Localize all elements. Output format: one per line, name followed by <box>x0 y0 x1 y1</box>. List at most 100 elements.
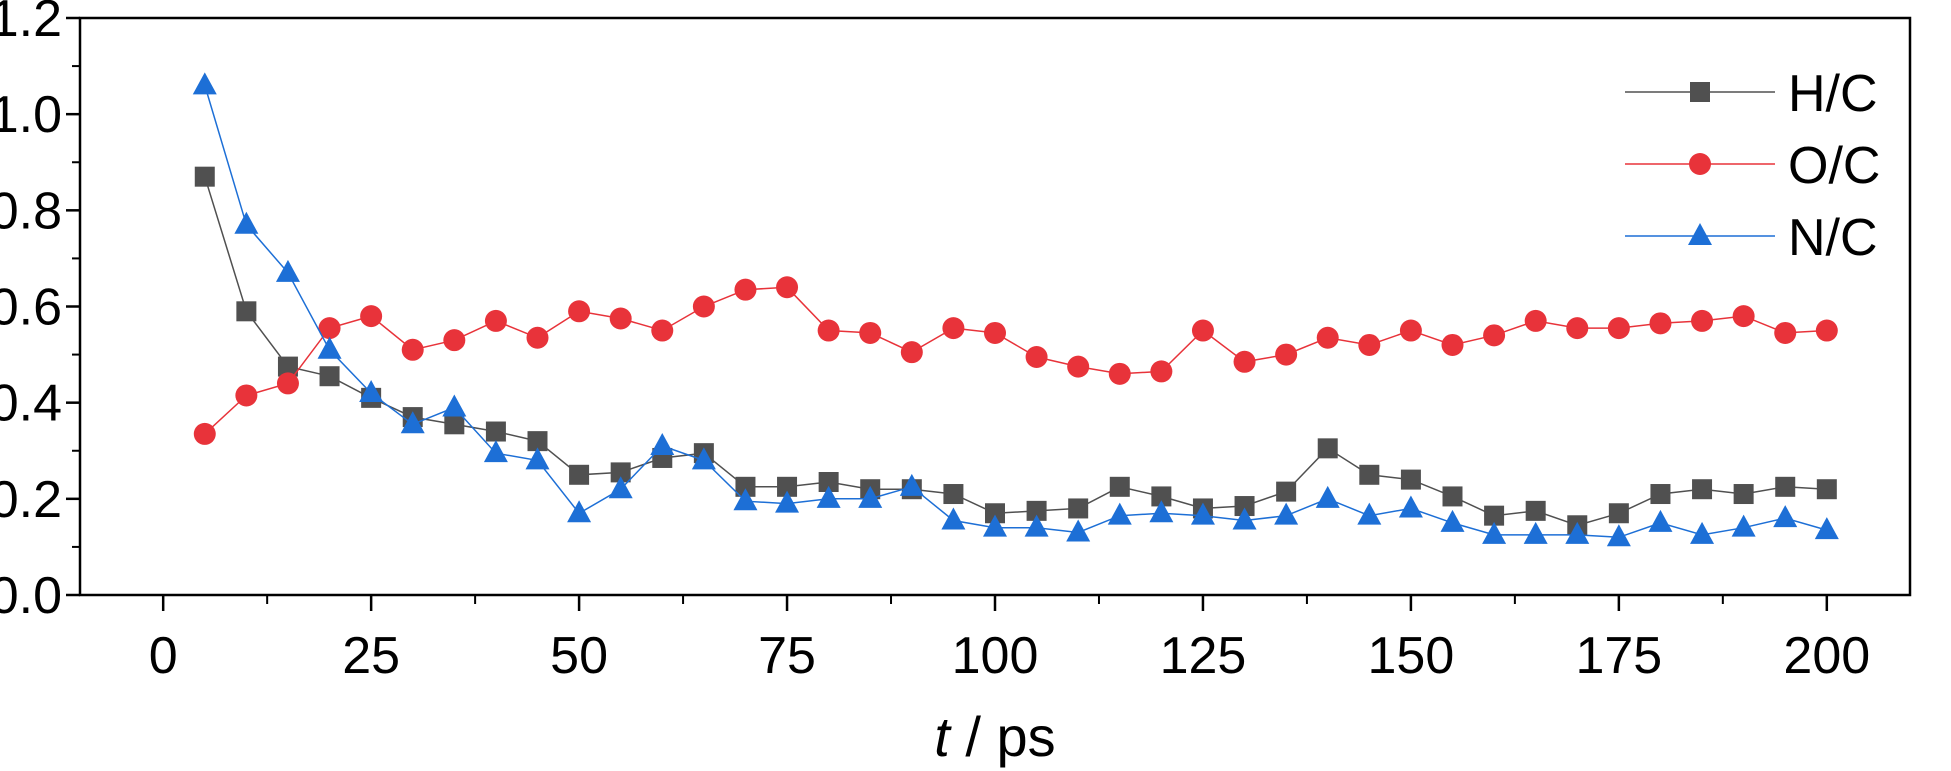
data-point-n-c <box>483 440 508 463</box>
data-point-h-c <box>818 472 839 493</box>
x-axis-title: t / ps <box>934 705 1055 768</box>
data-point-h-c <box>777 476 798 497</box>
legend-marker-h-c <box>1690 82 1710 102</box>
y-tick-label: 1.2 <box>0 0 62 48</box>
data-point-n-c <box>1606 524 1631 547</box>
data-point-o-c <box>318 317 341 340</box>
data-point-h-c <box>319 366 340 387</box>
data-point-h-c <box>1608 503 1629 524</box>
data-point-o-c <box>484 309 507 332</box>
data-point-o-c <box>1566 317 1589 340</box>
x-tick-label: 150 <box>1368 627 1455 685</box>
data-point-o-c <box>609 307 632 330</box>
data-point-h-c <box>1400 469 1421 490</box>
legend-label-n-c: N/C <box>1788 209 1878 267</box>
data-point-o-c <box>1483 324 1506 347</box>
data-point-o-c <box>401 338 424 361</box>
data-point-o-c <box>1399 319 1422 342</box>
data-point-h-c <box>1650 484 1671 505</box>
data-point-o-c <box>568 300 591 323</box>
data-point-h-c <box>1775 476 1796 497</box>
series-h-c <box>194 166 1837 536</box>
data-point-n-c <box>400 411 425 434</box>
data-point-h-c <box>1068 498 1089 519</box>
data-point-n-c <box>983 514 1007 537</box>
data-point-h-c <box>735 476 756 497</box>
data-point-h-c <box>1692 479 1713 500</box>
data-point-h-c <box>1359 464 1380 485</box>
data-point-h-c <box>485 421 506 442</box>
data-point-n-c <box>234 211 259 234</box>
series-line-o-c <box>204 286 1827 435</box>
data-point-o-c <box>1191 319 1214 342</box>
data-point-o-c <box>360 305 383 328</box>
data-point-h-c <box>444 414 465 435</box>
data-point-n-c <box>1523 521 1548 544</box>
data-point-h-c <box>569 464 590 485</box>
y-tick-label: 0.6 <box>0 279 62 337</box>
data-point-o-c <box>900 341 923 364</box>
data-point-n-c <box>1690 521 1715 544</box>
data-point-o-c <box>1233 350 1256 373</box>
x-axis: 0 25 50 75 100 125 150 175 200 <box>149 595 1870 685</box>
data-point-h-c <box>1317 438 1338 459</box>
data-point-o-c <box>734 278 757 301</box>
data-point-o-c <box>443 329 466 352</box>
data-point-h-c <box>236 301 257 322</box>
data-point-o-c <box>1150 360 1173 383</box>
data-point-h-c <box>1484 505 1505 526</box>
data-point-o-c <box>1025 345 1048 368</box>
legend-label-o-c: O/C <box>1788 137 1880 195</box>
data-point-h-c <box>985 503 1005 524</box>
data-point-n-c <box>1315 485 1340 508</box>
series-line-h-c <box>204 176 1827 527</box>
data-point-n-c <box>359 380 384 403</box>
data-point-n-c <box>1814 517 1839 540</box>
data-point-n-c <box>1232 507 1257 530</box>
data-point-o-c <box>1774 321 1797 344</box>
data-point-n-c <box>1648 509 1673 532</box>
y-axis: 0.0 0.2 0.4 0.6 0.8 1.0 1.2 <box>0 0 80 625</box>
data-point-o-c <box>1691 309 1714 332</box>
data-point-o-c <box>1275 343 1298 366</box>
data-point-o-c <box>942 317 965 340</box>
data-point-o-c <box>1607 317 1630 340</box>
data-point-o-c <box>692 295 715 318</box>
data-point-n-c <box>608 476 633 499</box>
data-point-o-c <box>235 384 258 407</box>
data-point-n-c <box>442 394 467 417</box>
data-point-n-c <box>1731 514 1756 537</box>
series-layer <box>192 72 1839 547</box>
series-o-c <box>193 276 1838 445</box>
data-point-n-c <box>1024 514 1049 537</box>
data-point-n-c <box>858 485 883 508</box>
x-tick-label: 25 <box>342 627 400 685</box>
data-point-n-c <box>567 500 592 523</box>
y-tick-label: 0.4 <box>0 375 62 433</box>
data-point-n-c <box>1107 502 1132 525</box>
series-n-c <box>192 72 1839 547</box>
data-point-n-c <box>816 485 841 508</box>
data-point-o-c <box>526 326 549 349</box>
x-tick-label: 200 <box>1783 627 1870 685</box>
data-point-n-c <box>192 72 217 95</box>
data-point-o-c <box>1649 312 1672 335</box>
data-point-o-c <box>1524 309 1547 332</box>
data-point-h-c <box>1109 476 1130 497</box>
data-point-h-c <box>610 462 631 483</box>
data-point-o-c <box>776 276 799 299</box>
data-point-n-c <box>1773 505 1798 528</box>
y-tick-label: 0.8 <box>0 182 62 240</box>
data-point-o-c <box>1067 355 1090 378</box>
data-point-h-c <box>1276 481 1297 502</box>
x-axis-title-unit: / ps <box>950 705 1056 768</box>
x-tick-label: 75 <box>758 627 816 685</box>
data-point-o-c <box>859 321 882 344</box>
y-tick-label: 0.0 <box>0 567 62 625</box>
data-point-o-c <box>193 422 216 445</box>
data-point-n-c <box>1440 509 1465 532</box>
data-point-o-c <box>1441 333 1464 356</box>
data-point-h-c <box>1733 484 1754 505</box>
data-point-n-c <box>691 447 716 470</box>
